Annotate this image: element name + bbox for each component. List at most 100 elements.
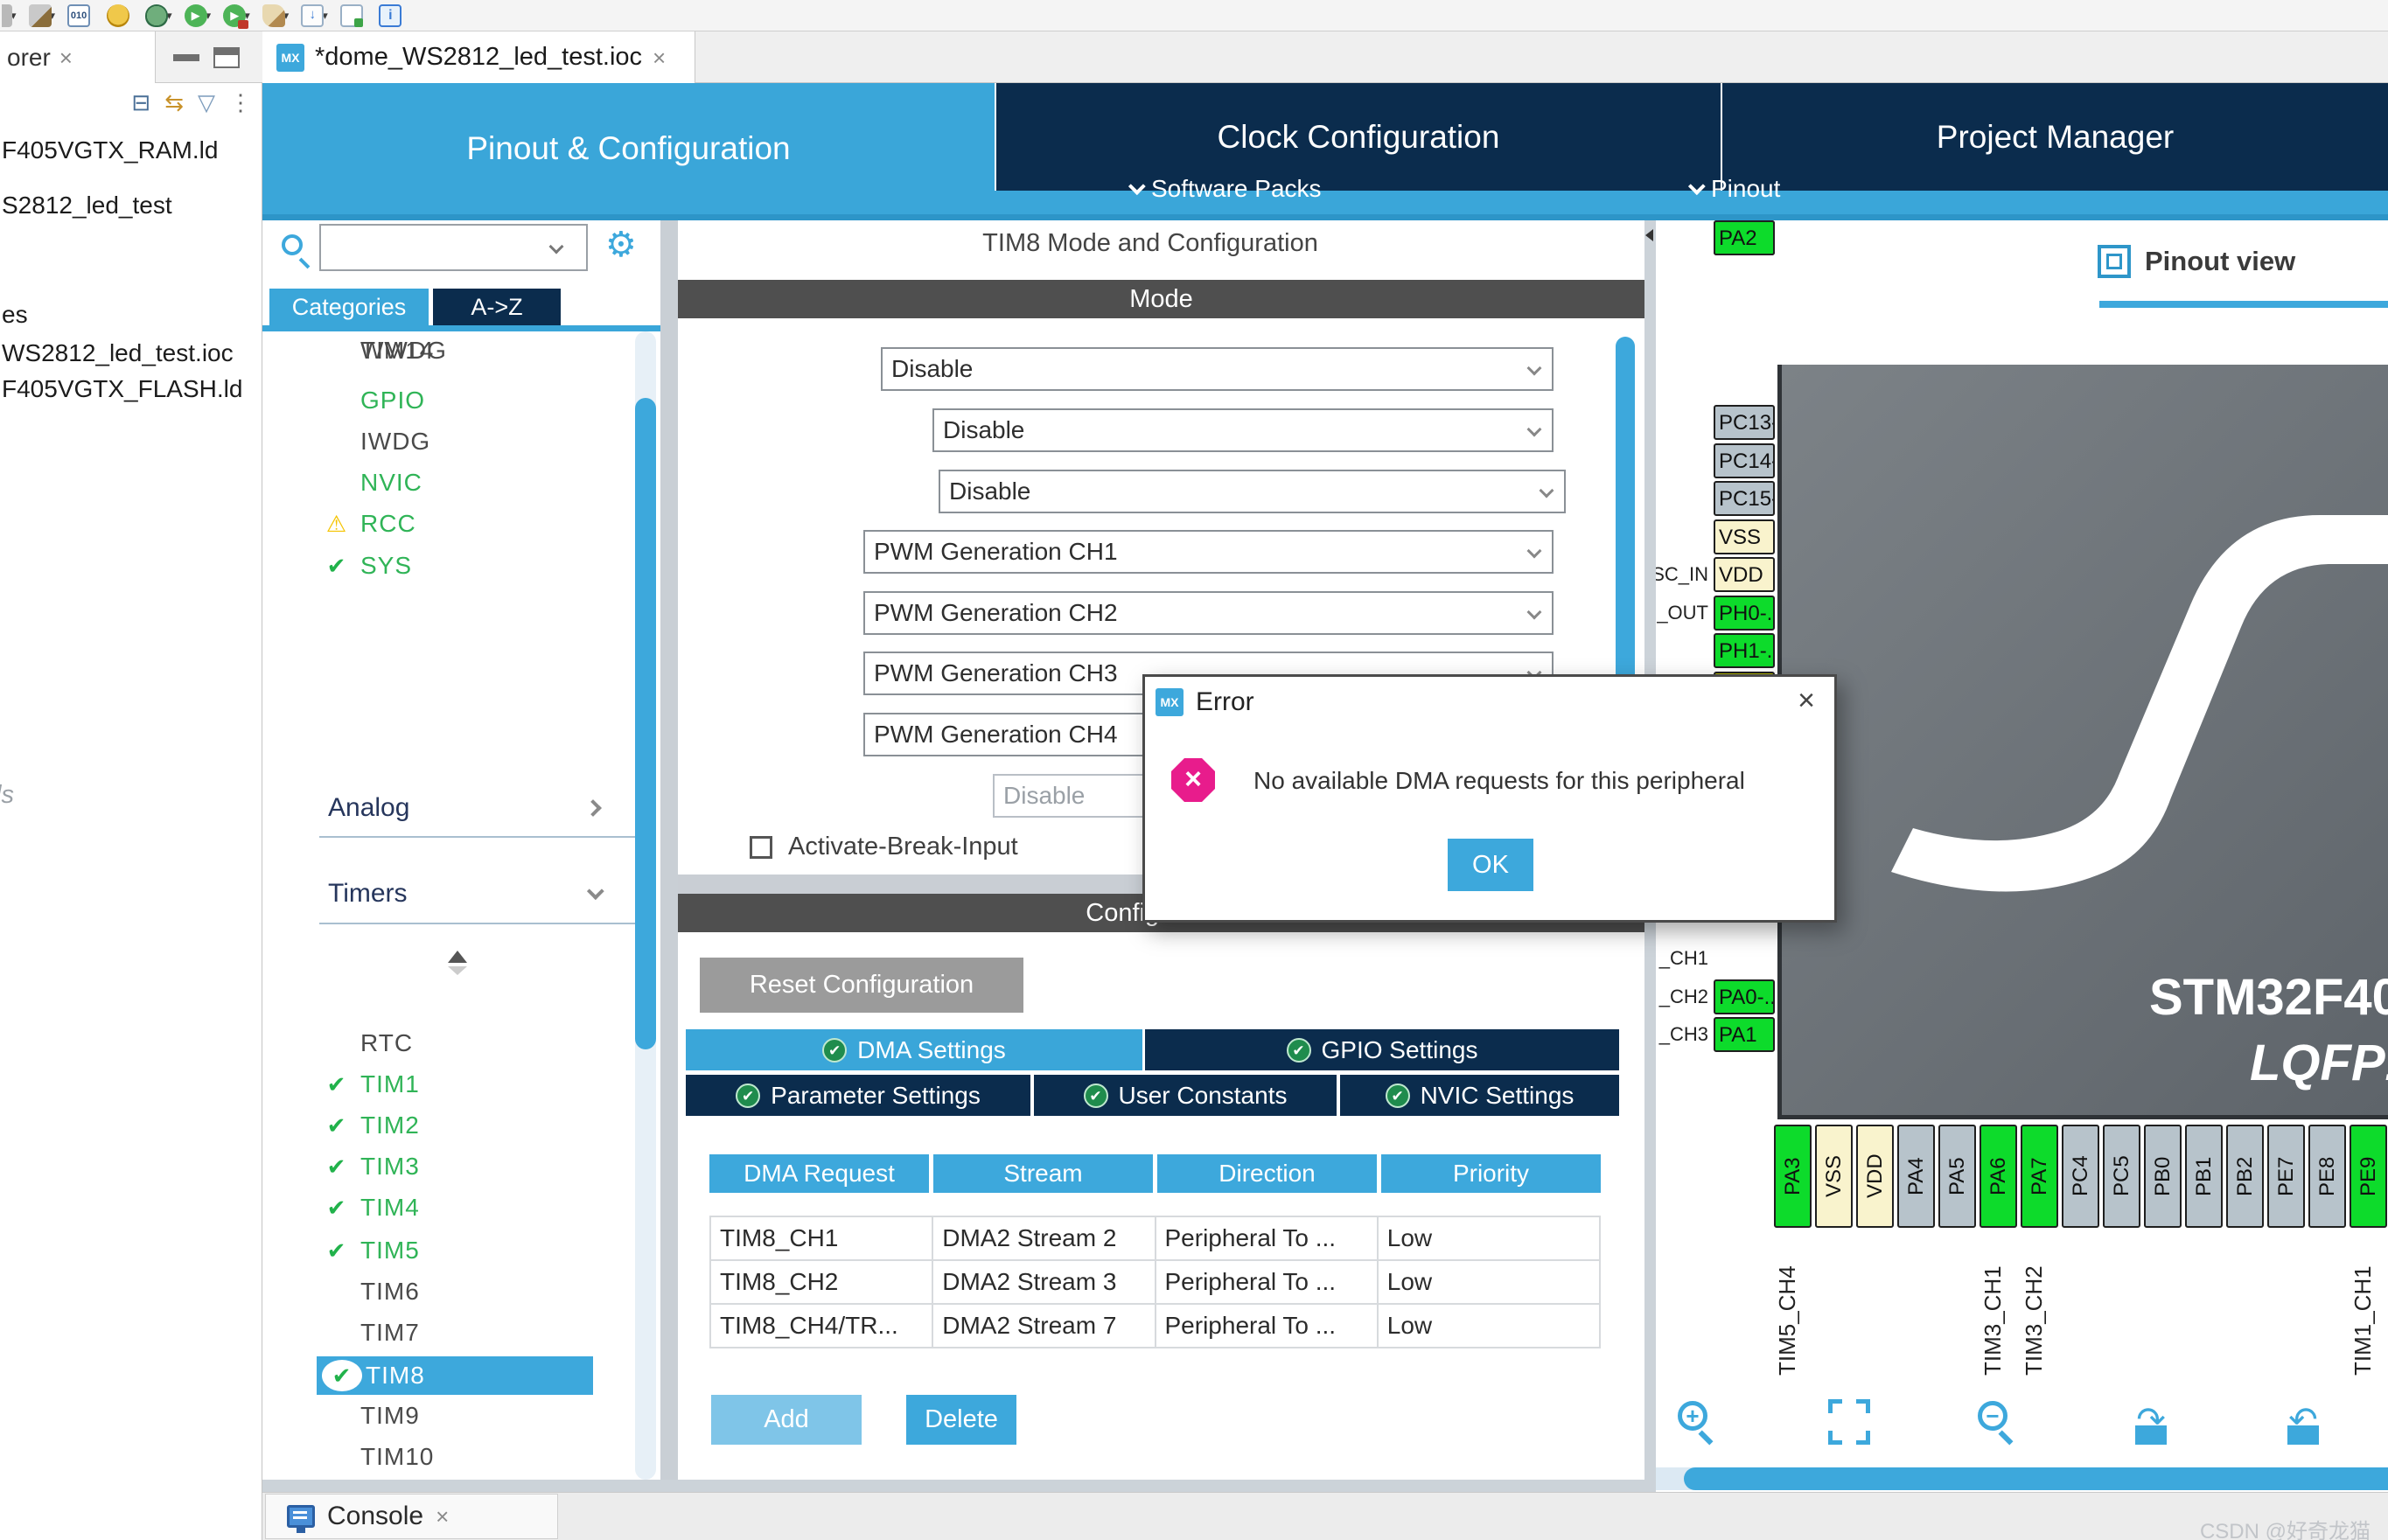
pin[interactable]: PB1 [2185,1125,2223,1228]
pin[interactable]: PH1-.. [1714,633,1775,668]
peripheral-item[interactable]: TIM5 [262,1231,630,1270]
marker-icon[interactable] [262,3,285,27]
pin[interactable]: PE7 [2267,1125,2305,1228]
peripheral-item[interactable]: TIM2 [262,1106,630,1145]
tree-item[interactable]: es [2,301,28,328]
console-tab[interactable]: Console [265,1494,558,1539]
tab-a-to-z[interactable]: A->Z [433,289,561,325]
pinout-hscrollbar-thumb[interactable] [1684,1467,2388,1490]
pin[interactable]: PA3 [1774,1125,1812,1228]
toolbar-partial-icon[interactable] [2,3,12,27]
ok-button[interactable]: OK [1448,839,1533,891]
sidebar-scrollbar-thumb[interactable] [635,398,656,1049]
debug-icon[interactable] [145,3,169,27]
pin[interactable]: PC5 [2103,1125,2140,1228]
close-icon[interactable] [1798,686,1815,715]
pin[interactable]: PB2 [2226,1125,2264,1228]
tab-categories[interactable]: Categories [269,289,429,325]
clock-source-select[interactable]: Disable [939,470,1566,513]
pin[interactable]: PC14-.. [1714,443,1775,478]
peripheral-item[interactable]: TIM3 [262,1147,630,1186]
pinout-view-header[interactable]: Pinout view [2098,245,2295,278]
peripheral-item[interactable]: SYS [262,547,630,585]
tab-user-constants[interactable]: User Constants [1034,1075,1337,1116]
view-menu-icon[interactable] [229,91,253,114]
rotate-counterclockwise-icon[interactable] [2279,1399,2328,1448]
channel2-select[interactable]: PWM Generation CH2 [863,591,1554,635]
peripheral-item[interactable]: TIM4 [262,1188,630,1227]
pin[interactable]: VDD [1714,557,1775,592]
peripheral-item[interactable]: WWDG [262,331,630,370]
pin[interactable]: PA5 [1938,1125,1976,1228]
peripheral-item[interactable]: TIM10 [262,1438,630,1476]
peripheral-item[interactable]: RCC [262,505,630,543]
pin[interactable]: PC15-.. [1714,481,1775,516]
rotate-clockwise-icon[interactable] [2126,1399,2175,1448]
import-icon[interactable] [301,3,325,27]
add-button[interactable]: Add [711,1395,862,1445]
fit-screen-icon[interactable] [1825,1399,1874,1448]
pin[interactable]: VSS [1815,1125,1853,1228]
tree-item[interactable]: F405VGTX_RAM.ld [2,136,219,164]
tree-item[interactable]: S2812_led_test [2,192,172,219]
peripheral-search-input[interactable] [319,224,588,271]
pin[interactable]: PA1 [1714,1017,1775,1052]
peripheral-item[interactable]: TIM14 [262,331,630,370]
peripheral-item[interactable]: TIM1 [262,1065,630,1104]
channel1-select[interactable]: PWM Generation CH1 [863,530,1554,574]
scroll-up-spinner[interactable] [448,951,467,975]
pin[interactable]: PA6 [1980,1125,2017,1228]
collapse-all-icon[interactable] [131,91,150,114]
pin[interactable]: PC13-.. [1714,405,1775,440]
link-editor-icon[interactable] [164,91,184,114]
project-explorer-tab[interactable]: orer [0,31,156,83]
software-packs-menu[interactable]: Software Packs [1128,167,1322,211]
tree-item[interactable]: WS2812_led_test.ioc [2,339,234,366]
panel-divider[interactable] [660,220,678,1492]
pin[interactable]: PA2 [1714,220,1775,255]
peripheral-item[interactable]: RTC [262,1024,630,1063]
pin[interactable]: PA0-.. [1714,979,1775,1014]
peripheral-item[interactable]: TIM6 [262,1272,630,1311]
tab-dma-settings[interactable]: DMA Settings [686,1029,1142,1070]
build-hammer-icon[interactable] [28,3,52,27]
pinout-hscrollbar-track[interactable] [1656,1467,2388,1490]
tab-gpio-settings[interactable]: GPIO Settings [1145,1029,1619,1070]
peripheral-item[interactable]: TIM8 [317,1356,593,1395]
trigger-source-select[interactable]: Disable [932,408,1554,452]
pin[interactable]: PB0 [2144,1125,2182,1228]
minimize-button[interactable] [173,54,199,61]
slave-mode-select[interactable]: Disable [881,347,1554,391]
delete-button[interactable]: Delete [906,1395,1016,1445]
table-row[interactable]: TIM8_CH2 DMA2 Stream 3 Peripheral To ...… [709,1261,1601,1305]
close-icon[interactable] [653,46,666,69]
external-tools-icon[interactable] [223,3,249,29]
tree-item[interactable]: F405VGTX_FLASH.ld [2,375,243,402]
zoom-out-icon[interactable]: − [1974,1399,2023,1448]
table-row[interactable]: TIM8_CH1 DMA2 Stream 2 Peripheral To ...… [709,1217,1601,1261]
section-analog[interactable]: Analog [328,793,602,823]
tab-pinout-configuration[interactable]: Pinout & Configuration [262,83,995,214]
gear-icon[interactable] [605,227,637,262]
section-timers[interactable]: Timers [328,879,604,909]
peripheral-item[interactable]: TIM9 [262,1397,630,1435]
filter-icon[interactable] [198,91,215,114]
peripheral-item[interactable]: IWDG [262,422,630,461]
peripheral-item[interactable]: TIM7 [262,1314,630,1352]
new-window-icon[interactable] [339,3,363,27]
peripheral-item[interactable]: NVIC [262,463,630,502]
close-icon[interactable] [436,1505,449,1528]
binary-file-icon[interactable] [67,3,91,27]
tab-nvic-settings[interactable]: NVIC Settings [1340,1075,1619,1116]
maximize-button[interactable] [213,47,240,68]
close-icon[interactable] [59,46,73,69]
pin[interactable]: VSS [1714,519,1775,554]
pin[interactable]: PC4 [2062,1125,2099,1228]
coverage-drill-icon[interactable] [106,3,129,27]
pinout-menu[interactable]: Pinout [1687,167,1780,211]
tab-project-manager[interactable]: Project Manager [1721,83,2388,191]
pin[interactable]: PH0-.. [1714,596,1775,631]
peripheral-item[interactable]: GPIO [262,381,630,420]
zoom-in-icon[interactable]: + [1674,1399,1723,1448]
tab-parameter-settings[interactable]: Parameter Settings [686,1075,1030,1116]
